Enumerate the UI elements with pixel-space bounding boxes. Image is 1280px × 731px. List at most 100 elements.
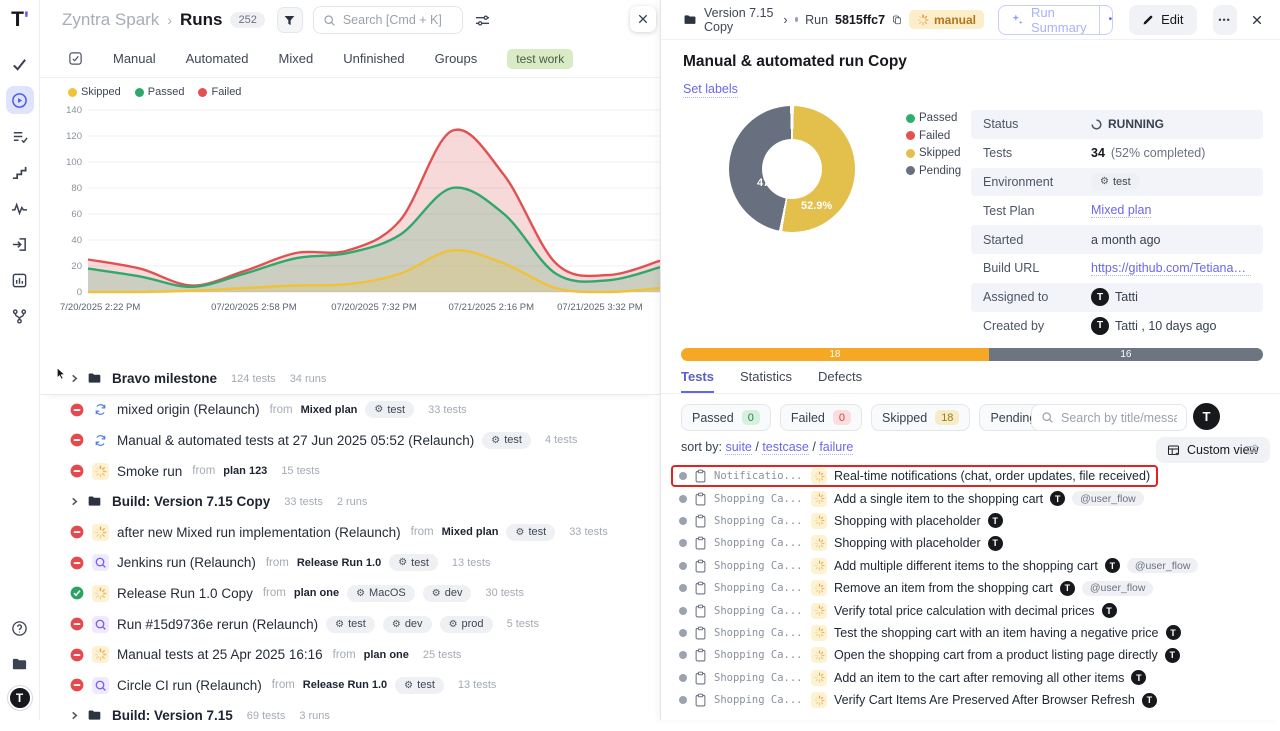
runs-group-row[interactable]: Build: Version 7.15 69 tests 3 runs — [40, 701, 660, 731]
filter-passed[interactable]: Passed 0 — [681, 404, 771, 431]
tab-automated[interactable]: Automated — [185, 51, 249, 66]
close-detail-button[interactable] — [1248, 7, 1266, 33]
run-row[interactable]: after new Mixed run implementation (Rela… — [40, 517, 660, 548]
global-search[interactable] — [312, 6, 463, 34]
test-row[interactable]: Shopping Ca... Verify total price calcula… — [673, 599, 1269, 621]
plan-link[interactable]: Mixed plan — [441, 526, 499, 539]
nav-import-icon[interactable] — [6, 230, 34, 258]
svg-text:7/20/2025 2:22 PM: 7/20/2025 2:22 PM — [60, 302, 140, 313]
test-row[interactable]: Shopping Ca... Shopping with placeholder T — [673, 510, 1269, 532]
nav-test-cases-icon[interactable] — [6, 122, 34, 150]
close-runs-panel-button[interactable] — [630, 6, 656, 32]
plan-link[interactable]: plan one — [363, 648, 409, 661]
run-type-auto-icon — [92, 676, 109, 694]
set-labels-link[interactable]: Set labels — [683, 82, 738, 98]
nav-checks-icon[interactable] — [6, 50, 34, 78]
tab-manual[interactable]: Manual — [113, 51, 156, 66]
tab-groups[interactable]: Groups — [434, 51, 478, 66]
more-actions-button[interactable]: ••• — [1212, 4, 1237, 35]
plan-link[interactable]: plan 123 — [223, 465, 268, 478]
test-row[interactable]: Shopping Ca... Add an item to the cart af… — [673, 667, 1269, 689]
field-value: T Tatti — [1091, 288, 1138, 307]
breadcrumb-project[interactable]: Zyntra Spark — [62, 10, 160, 29]
global-search-input[interactable] — [342, 13, 453, 27]
manual-spinner-icon — [811, 602, 827, 619]
user-avatar[interactable]: T — [7, 686, 32, 710]
plan-link[interactable]: Release Run 1.0 — [302, 679, 388, 692]
filter-button[interactable] — [276, 7, 303, 33]
legend-label: Passed — [147, 86, 185, 98]
field-label: Test Plan — [983, 203, 1035, 218]
nav-steps-icon[interactable] — [6, 158, 34, 186]
app-logo[interactable]: T' — [11, 8, 29, 31]
label-badge[interactable]: test work — [507, 48, 574, 69]
plan-link[interactable]: plan one — [293, 587, 340, 600]
nav-runs-icon[interactable] — [5, 86, 34, 114]
status-stopped-icon — [70, 678, 84, 692]
filter-skipped[interactable]: Skipped 18 — [871, 404, 971, 431]
nav-settings-icon[interactable] — [6, 338, 34, 366]
field-label: Created by — [983, 318, 1045, 333]
run-row[interactable]: Release Run 1.0 Copy from plan one ⚙ MacOS ⚙ d… — [40, 578, 660, 609]
plan-link[interactable]: Mixed plan — [300, 403, 358, 416]
run-row[interactable]: Circle CI run (Relaunch) from Release Run … — [40, 670, 660, 701]
sort-by-failure[interactable]: failure — [819, 440, 854, 455]
field-link[interactable]: Mixed plan — [1091, 203, 1152, 219]
test-row[interactable]: Shopping Ca... Add multiple different ite… — [673, 555, 1269, 577]
tab-defects[interactable]: Defects — [818, 369, 863, 384]
breadcrumb-folder[interactable]: Version 7.15 Copy — [704, 5, 774, 34]
assignee-filter-avatar[interactable]: T — [1193, 403, 1220, 430]
plan-link[interactable]: Release Run 1.0 — [296, 556, 382, 569]
field-link[interactable]: https://github.com/TetianaKhomen... — [1091, 261, 1251, 276]
adjustments-icon[interactable] — [475, 13, 490, 28]
projects-icon[interactable] — [6, 650, 34, 678]
runs-group-row[interactable]: Bravo milestone 124 tests 34 runs — [40, 364, 660, 395]
test-row[interactable]: Shopping Ca... Remove an item from the sh… — [673, 577, 1269, 599]
run-row[interactable]: Smoke run from plan 123 15 tests — [40, 456, 660, 487]
tests-search[interactable] — [1031, 404, 1187, 431]
sort-by-suite[interactable]: suite — [725, 440, 752, 455]
test-row[interactable]: Shopping Ca... Shopping with placeholder T — [673, 532, 1269, 554]
nav-branches-icon[interactable] — [6, 302, 34, 330]
view-settings-icon[interactable] — [1244, 442, 1259, 457]
filter-failed[interactable]: Failed 0 — [779, 404, 862, 431]
test-row[interactable]: Shopping Ca... Test the shopping cart wit… — [673, 622, 1269, 644]
test-row[interactable]: Shopping Ca... Add a single item to the s… — [673, 487, 1269, 509]
runs-group-row[interactable]: Build: Version 7.15 Copy 33 tests 2 runs — [40, 486, 660, 517]
run-summary-more-button[interactable]: ••• — [1098, 5, 1112, 34]
test-row[interactable]: Notificatio... Real-time notifications (c… — [673, 465, 1269, 487]
run-summary-button[interactable]: Run Summary — [999, 6, 1099, 34]
edit-button[interactable]: Edit — [1129, 4, 1197, 35]
run-row[interactable]: Run #15d9736e rerun (Relaunch) ⚙ test ⚙ dev ⚙… — [40, 609, 660, 640]
field-created-by: Created by T Tatti , 10 days ago — [971, 312, 1263, 341]
test-row[interactable]: Shopping Ca... Open the shopping cart fro… — [673, 644, 1269, 666]
run-row[interactable]: mixed origin (Relaunch) from Mixed plan ⚙ te… — [40, 395, 660, 426]
run-row[interactable]: Manual tests at 25 Apr 2025 16:16 from pla… — [40, 639, 660, 670]
donut-skipped-label: 52.9% — [801, 200, 833, 212]
tests-search-input[interactable] — [1061, 410, 1177, 425]
run-row[interactable]: Manual & automated tests at 27 Jun 2025 … — [40, 425, 660, 456]
checklist-icon[interactable] — [68, 51, 83, 66]
tests-count: 15 tests — [281, 465, 320, 478]
custom-view-button[interactable]: Custom view — [1156, 437, 1270, 463]
breadcrumb-page[interactable]: Runs — [179, 10, 223, 29]
sort-by-testcase[interactable]: testcase — [762, 440, 809, 455]
test-title: Add multiple different items to the shop… — [834, 558, 1098, 573]
run-name: Release Run 1.0 Copy — [117, 585, 253, 601]
test-row[interactable]: Shopping Ca... Verify Cart Items Are Pres… — [673, 689, 1269, 711]
run-row[interactable]: Jenkins run (Relaunch) from Release Run 1.… — [40, 548, 660, 579]
test-tag-badge: @user_flow — [1081, 580, 1154, 596]
help-icon[interactable] — [6, 614, 34, 642]
nav-reports-icon[interactable] — [6, 266, 34, 294]
legend-label: Skipped — [81, 86, 121, 98]
tab-statistics[interactable]: Statistics — [740, 369, 793, 384]
test-status-dot-icon — [679, 673, 687, 682]
tab-mixed[interactable]: Mixed — [278, 51, 314, 66]
nav-pulse-icon[interactable] — [6, 194, 34, 222]
tab-unfinished[interactable]: Unfinished — [343, 51, 405, 66]
legend-label: Skipped — [919, 147, 961, 159]
run-name: mixed origin (Relaunch) — [117, 402, 260, 418]
group-meta: 33 tests — [284, 495, 323, 508]
copy-icon[interactable] — [892, 13, 902, 27]
tab-tests[interactable]: Tests — [681, 369, 714, 393]
